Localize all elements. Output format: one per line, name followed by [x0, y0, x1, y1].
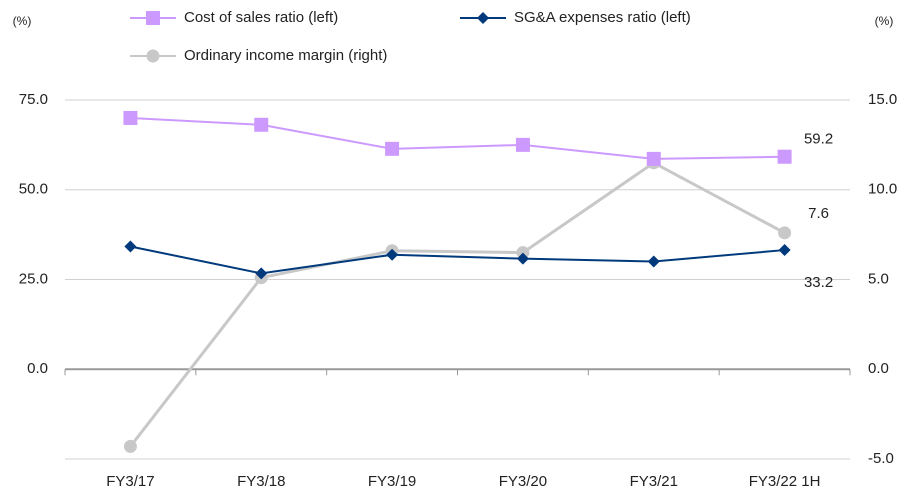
y2-tick-label: 0.0	[868, 360, 889, 377]
x-tick-label: FY3/17	[106, 473, 154, 490]
legend-label: SG&A expenses ratio (left)	[514, 9, 691, 26]
marker	[646, 151, 661, 166]
data-label: 33.2	[804, 274, 833, 291]
x-tick-label: FY3/21	[630, 473, 678, 490]
marker	[516, 252, 529, 265]
x-tick-label: FY3/20	[499, 473, 547, 490]
series-line	[129, 161, 786, 448]
legend-label: Ordinary income margin (right)	[184, 47, 387, 64]
legend-label: Cost of sales ratio (left)	[184, 9, 338, 26]
y-tick-label: 0.0	[27, 360, 48, 377]
series-line	[130, 116, 785, 160]
x-tick-label: FY3/19	[368, 473, 416, 490]
marker	[124, 240, 137, 253]
marker	[515, 137, 530, 152]
y-tick-label: 75.0	[19, 91, 48, 108]
marker	[647, 255, 660, 268]
x-tick-label: FY3/22 1H	[749, 473, 821, 490]
y2-unit: (%)	[875, 14, 894, 28]
marker	[778, 244, 791, 257]
data-label: 59.2	[804, 131, 833, 148]
y2-tick-label: 10.0	[868, 181, 897, 198]
marker	[123, 439, 137, 453]
x-tick-label: FY3/18	[237, 473, 285, 490]
marker	[146, 49, 160, 63]
marker	[386, 248, 399, 261]
marker	[146, 11, 160, 25]
y2-tick-label: 15.0	[868, 91, 897, 108]
y-tick-label: 25.0	[19, 270, 48, 287]
marker	[777, 149, 792, 164]
marker	[385, 141, 400, 156]
marker	[778, 226, 792, 240]
marker	[477, 12, 489, 24]
marker	[123, 110, 138, 125]
marker	[255, 267, 268, 280]
marker	[254, 117, 269, 132]
data-label: 7.6	[808, 205, 829, 222]
series-line	[130, 245, 785, 275]
y-unit: (%)	[13, 14, 32, 28]
y2-tick-label: -5.0	[868, 450, 894, 467]
marker	[516, 246, 530, 260]
y2-tick-label: 5.0	[868, 270, 889, 287]
y-tick-label: 50.0	[19, 181, 48, 198]
